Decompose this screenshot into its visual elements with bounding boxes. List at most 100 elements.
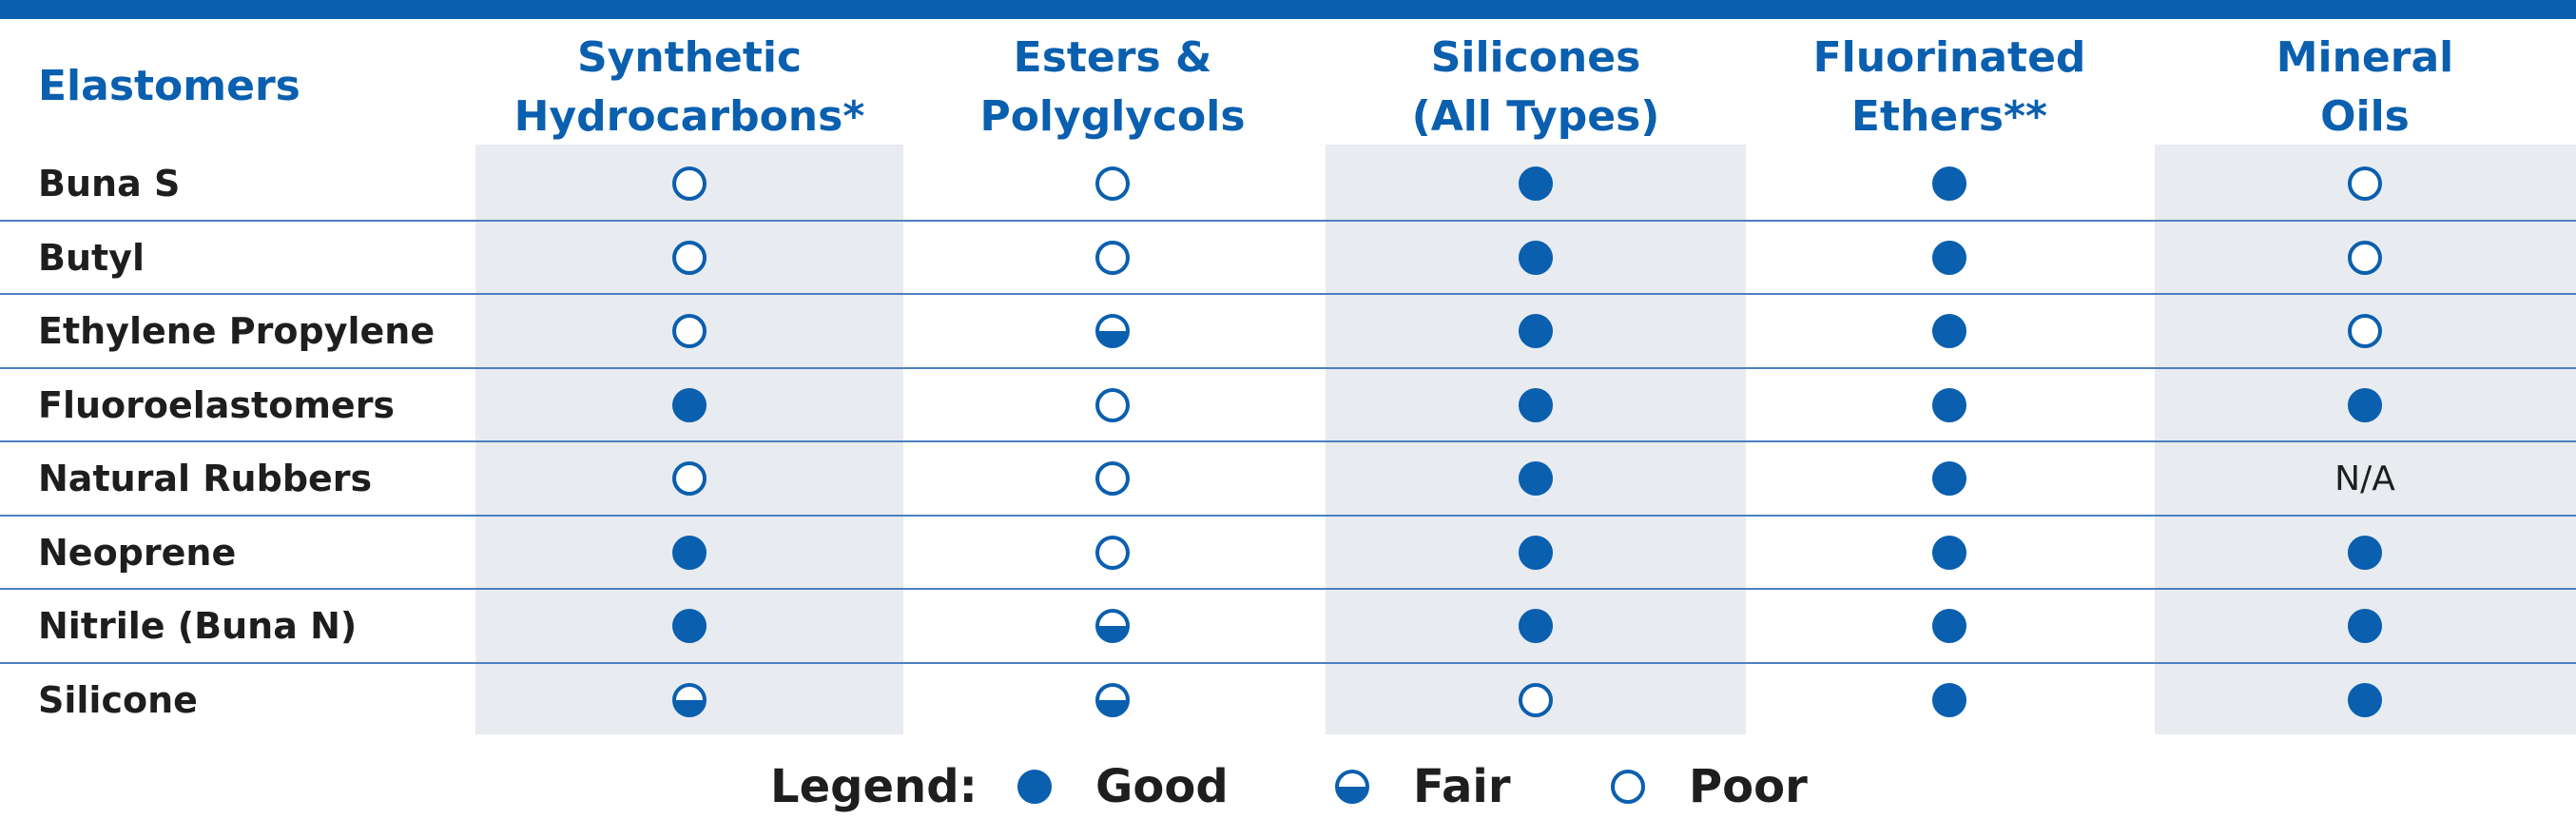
row-label: Natural Rubbers — [38, 458, 373, 499]
row-divider — [0, 440, 2576, 442]
header-fluorinated-ethers: Fluorinated Ethers** — [1812, 33, 2086, 141]
cell-silicones — [1327, 589, 1745, 663]
legend: Legend: Good Fair Poor — [0, 753, 2576, 820]
cell-mineral: N/A — [2156, 441, 2574, 516]
legend-title: Legend: — [770, 760, 978, 813]
fair-rating-icon — [1095, 609, 1130, 643]
legend-item-good: Good — [1017, 753, 1229, 820]
good-rating-icon — [672, 609, 707, 643]
good-rating-icon — [1519, 314, 1553, 348]
cell-esters — [903, 516, 1322, 590]
cell-synthetic — [480, 663, 899, 737]
poor-rating-icon — [672, 314, 707, 348]
fair-rating-icon — [1335, 770, 1369, 804]
cell-esters — [903, 146, 1322, 221]
cell-esters — [903, 663, 1322, 737]
poor-rating-icon — [672, 240, 707, 275]
fair-rating-icon — [1095, 314, 1130, 348]
cell-mineral — [2156, 294, 2574, 368]
row-label: Nitrile (Buna N) — [38, 605, 358, 647]
poor-rating-icon — [1095, 535, 1130, 570]
good-rating-icon — [1519, 461, 1553, 496]
poor-rating-icon — [2348, 314, 2382, 348]
cell-fluorinated — [1740, 589, 2159, 663]
poor-rating-icon — [1519, 682, 1553, 717]
table-row: Butyl — [0, 221, 2576, 295]
good-rating-icon — [1519, 240, 1553, 275]
cell-esters — [903, 368, 1322, 442]
good-rating-icon — [1932, 166, 1966, 201]
good-rating-icon — [2348, 682, 2382, 717]
legend-item-poor: Poor — [1611, 753, 1808, 820]
cell-synthetic — [480, 221, 899, 295]
cell-fluorinated — [1740, 146, 2159, 221]
table-row: Neoprene — [0, 516, 2576, 590]
cell-silicones — [1327, 441, 1745, 516]
cell-fluorinated — [1740, 221, 2159, 295]
row-divider — [0, 220, 2576, 222]
row-divider — [0, 367, 2576, 369]
cell-mineral — [2156, 146, 2574, 221]
cell-fluorinated — [1740, 441, 2159, 516]
table-row: Silicone — [0, 663, 2576, 737]
table-row: Nitrile (Buna N) — [0, 589, 2576, 663]
cell-synthetic — [480, 368, 899, 442]
poor-rating-icon — [2348, 240, 2382, 275]
cell-silicones — [1327, 368, 1745, 442]
cell-synthetic — [480, 441, 899, 516]
cell-fluorinated — [1740, 516, 2159, 590]
cell-mineral — [2156, 663, 2574, 737]
poor-rating-icon — [672, 461, 707, 496]
good-rating-icon — [2348, 387, 2382, 422]
cell-mineral — [2156, 589, 2574, 663]
row-divider — [0, 293, 2576, 295]
cell-silicones — [1327, 663, 1745, 737]
good-rating-icon — [2348, 535, 2382, 570]
cell-esters — [903, 589, 1322, 663]
poor-rating-icon — [1095, 166, 1130, 201]
header-synthetic-hydrocarbons: Synthetic Hydrocarbons* — [513, 33, 865, 141]
good-rating-icon — [1932, 314, 1966, 348]
cell-esters — [903, 294, 1322, 368]
good-rating-icon — [1932, 535, 1966, 570]
good-rating-icon — [1932, 609, 1966, 643]
cell-silicones — [1327, 516, 1745, 590]
row-label: Butyl — [38, 236, 145, 279]
poor-rating-icon — [2348, 166, 2382, 201]
poor-rating-icon — [1095, 387, 1130, 422]
good-rating-icon — [1519, 166, 1553, 201]
good-rating-icon — [1932, 387, 1966, 422]
top-accent-bar — [0, 0, 2576, 19]
na-text: N/A — [2334, 459, 2395, 498]
row-divider — [0, 662, 2576, 664]
row-label: Fluoroelastomers — [38, 383, 396, 426]
cell-fluorinated — [1740, 294, 2159, 368]
fair-rating-icon — [1095, 682, 1130, 717]
cell-mineral — [2156, 368, 2574, 442]
cell-synthetic — [480, 589, 899, 663]
table-row: Fluoroelastomers — [0, 368, 2576, 442]
table-row: Natural Rubbers N/A — [0, 441, 2576, 516]
good-rating-icon — [1519, 609, 1553, 643]
row-label: Neoprene — [38, 531, 237, 574]
good-rating-icon — [1932, 461, 1966, 496]
header-elastomers: Elastomers — [38, 62, 300, 110]
cell-silicones — [1327, 146, 1745, 221]
legend-label-poor: Poor — [1689, 760, 1808, 813]
table-row: Ethylene Propylene — [0, 294, 2576, 368]
good-rating-icon — [672, 535, 707, 570]
fair-rating-icon — [672, 682, 707, 717]
cell-esters — [903, 441, 1322, 516]
row-label: Silicone — [38, 678, 198, 721]
header-mineral-oils: Mineral Oils — [2276, 33, 2454, 141]
header-esters-polyglycols: Esters & Polyglycols — [979, 33, 1246, 141]
cell-synthetic — [480, 516, 899, 590]
cell-silicones — [1327, 221, 1745, 295]
good-rating-icon — [1932, 240, 1966, 275]
poor-rating-icon — [1095, 240, 1130, 275]
good-rating-icon — [1519, 535, 1553, 570]
good-rating-icon — [1519, 387, 1553, 422]
header-silicones: Silicones (All Types) — [1411, 33, 1660, 141]
row-divider — [0, 515, 2576, 517]
cell-synthetic — [480, 146, 899, 221]
